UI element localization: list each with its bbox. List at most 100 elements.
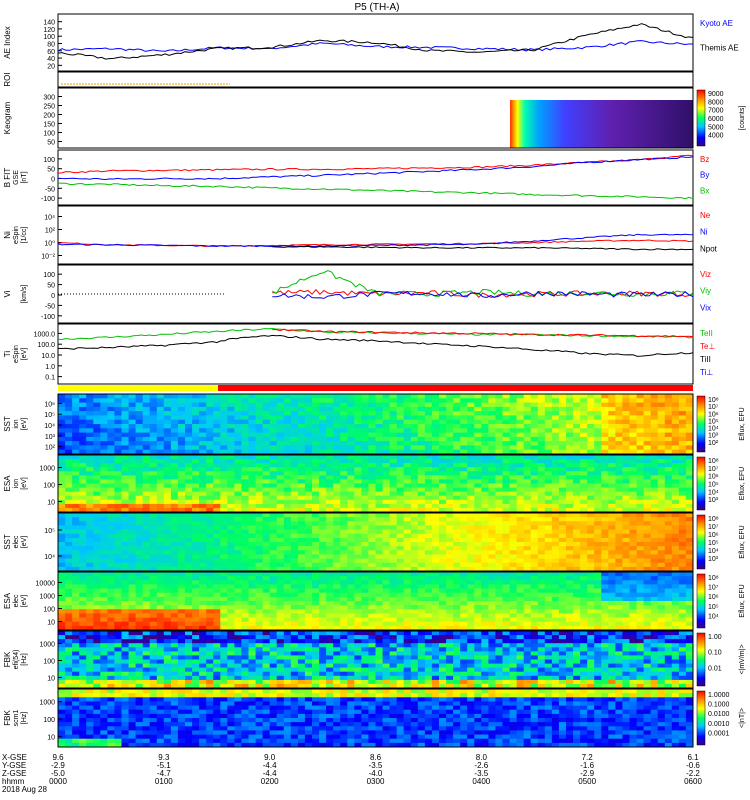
footer-value: 0300	[367, 777, 385, 786]
panel-fbk-b: FBK scm1 [Hz] 1000 100 10 1.0000 0.1000 0.0100 0.…	[3, 688, 746, 748]
y-tick-label: 1000	[39, 642, 55, 649]
series-line-teii	[57, 327, 694, 341]
colorbar-tick: 10⁷	[708, 466, 719, 473]
colorbar-label: Eflux, EFU	[739, 584, 746, 617]
panel-unit: [nT]	[21, 171, 28, 183]
panel-ylabel-sub: scm1	[13, 710, 20, 727]
y-tick-label: 100	[43, 272, 55, 279]
colorbar-label: <|mV/m|>	[739, 644, 746, 674]
panel-unit: [eV]	[21, 348, 28, 361]
legend-entry: Ni	[700, 228, 708, 237]
panel-ylabel: ROI	[3, 72, 12, 86]
panel-ylabel-sub: eSpin	[13, 226, 20, 244]
colorbar-tick: 10²	[708, 440, 719, 447]
panel-unit: [km/s]	[21, 285, 28, 304]
y-tick-label: 100	[43, 34, 55, 41]
y-tick-label: 10	[47, 676, 55, 683]
footer-value: 0500	[578, 777, 596, 786]
footer-value: -3.5	[474, 769, 488, 778]
colorbar-tick: 10⁸	[708, 397, 719, 404]
footer-value: 0600	[684, 777, 702, 786]
y-tick-label: 80	[47, 42, 55, 49]
panel-sst-ion: SST ion [eV]10⁶10⁵10⁴10³10²10⁸10⁷10⁶10⁵10⁴…	[3, 393, 746, 455]
panel-ylabel: Keogram	[3, 101, 12, 134]
y-tick-label: 10	[47, 734, 55, 741]
panel-unit: [eV]	[21, 536, 28, 549]
colorbar-label: Eflux, EFU	[739, 467, 746, 500]
colorbar-tick: 1.0000	[708, 692, 730, 699]
y-tick-label: 0	[51, 177, 55, 184]
mode-bar	[58, 385, 693, 391]
colorbar-tick: 10³	[708, 556, 719, 563]
panel-sst-elec: SST elec [eV]10⁵10⁴10⁸10⁷10⁶10⁵10⁴10³Eflux…	[3, 512, 746, 572]
y-tick-label: -50	[45, 186, 55, 193]
footer-value: 0000	[49, 777, 67, 786]
panel-ylabel: B FIT	[3, 168, 12, 188]
y-tick-label: 10⁴	[44, 215, 55, 222]
footer-value: -4.4	[263, 761, 277, 770]
colorbar-label: [counts]	[739, 106, 746, 131]
panel-roi: ROI	[3, 71, 694, 88]
legend-entry: By	[700, 171, 709, 180]
colorbar-label: <|nT|>	[739, 708, 746, 728]
y-tick-label: 10⁶	[44, 401, 55, 408]
colorbar-tick: 0.1000	[708, 702, 730, 709]
colorbar-tick: 0.10	[708, 650, 722, 657]
series-line-by	[57, 156, 694, 181]
panel-unit: [Hz]	[21, 653, 28, 666]
footer-value: -4.7	[157, 769, 171, 778]
y-tick-label: 150	[43, 122, 55, 129]
panel-ylabel: FBK	[3, 710, 12, 726]
legend-entry: Themis AE	[700, 44, 739, 53]
panel-velocity: Vi [km/s] 100 50 0 -50 -100 Viz Viy Vix	[3, 264, 711, 324]
colorbar-label: Eflux, EFU	[739, 407, 746, 440]
colorbar-tick: 0.01	[708, 665, 722, 672]
footer-value: -3.5	[369, 761, 383, 770]
panel-ylabel: ESA	[3, 592, 12, 609]
y-tick-label: 100.0	[37, 342, 55, 349]
footer-value: -0.6	[686, 761, 700, 770]
legend-entry: Bz	[700, 155, 709, 164]
colorbar-tick: 10⁷	[708, 585, 719, 592]
legend-entry: Viz	[700, 270, 711, 279]
panel-ylabel: FBK	[3, 651, 12, 667]
y-tick-label: 10	[47, 500, 55, 507]
y-tick-label: 140	[43, 20, 55, 27]
y-tick-label: 100	[43, 717, 55, 724]
footer-value: 0200	[261, 777, 279, 786]
footer-value: 9.3	[158, 753, 170, 762]
series-line-tiii	[57, 334, 694, 357]
legend-entry: TeII	[700, 329, 713, 338]
panel-ylabel-sub: elec	[13, 594, 20, 607]
y-tick-label: 200	[43, 113, 55, 120]
footer-value: -2.2	[686, 769, 700, 778]
y-tick-label: 1.0	[45, 364, 55, 371]
series-line-vix	[272, 290, 694, 300]
footer-label-y: Y-GSE	[2, 761, 26, 770]
y-tick-label: 100	[43, 157, 55, 164]
legend-entry: Npot	[700, 244, 718, 253]
panel-unit: [1/cc]	[21, 227, 28, 244]
panel-ylabel-sub: elec	[13, 535, 20, 548]
y-tick-label: 50	[47, 283, 55, 290]
series-line-te	[272, 328, 694, 338]
y-tick-label: -50	[45, 303, 55, 310]
series-line-ni	[57, 233, 694, 248]
footer-value: 6.1	[687, 753, 699, 762]
series-line-bx	[57, 182, 694, 200]
panel-ylabel: ESA	[3, 475, 12, 492]
colorbar-tick: 10³	[708, 497, 719, 504]
panel-ylabel: Ni	[3, 231, 12, 239]
colorbar-tick: 7000	[708, 108, 724, 115]
footer-date: 2018 Aug 28	[2, 785, 47, 794]
series-line-bz	[57, 154, 694, 174]
panel-fbk-e: FBK efi(54) [Hz] 1000 100 10 1.00 0.10 0.01 <|mV/…	[3, 630, 746, 689]
footer-value: 9.6	[52, 753, 64, 762]
y-tick-label: 1000	[39, 594, 55, 601]
footer-value: -2.9	[580, 769, 594, 778]
colorbar-tick: 0.0010	[708, 721, 730, 728]
panel-ylabel-sub: efi(54)	[13, 650, 20, 670]
panel-unit: [eV]	[21, 595, 28, 608]
